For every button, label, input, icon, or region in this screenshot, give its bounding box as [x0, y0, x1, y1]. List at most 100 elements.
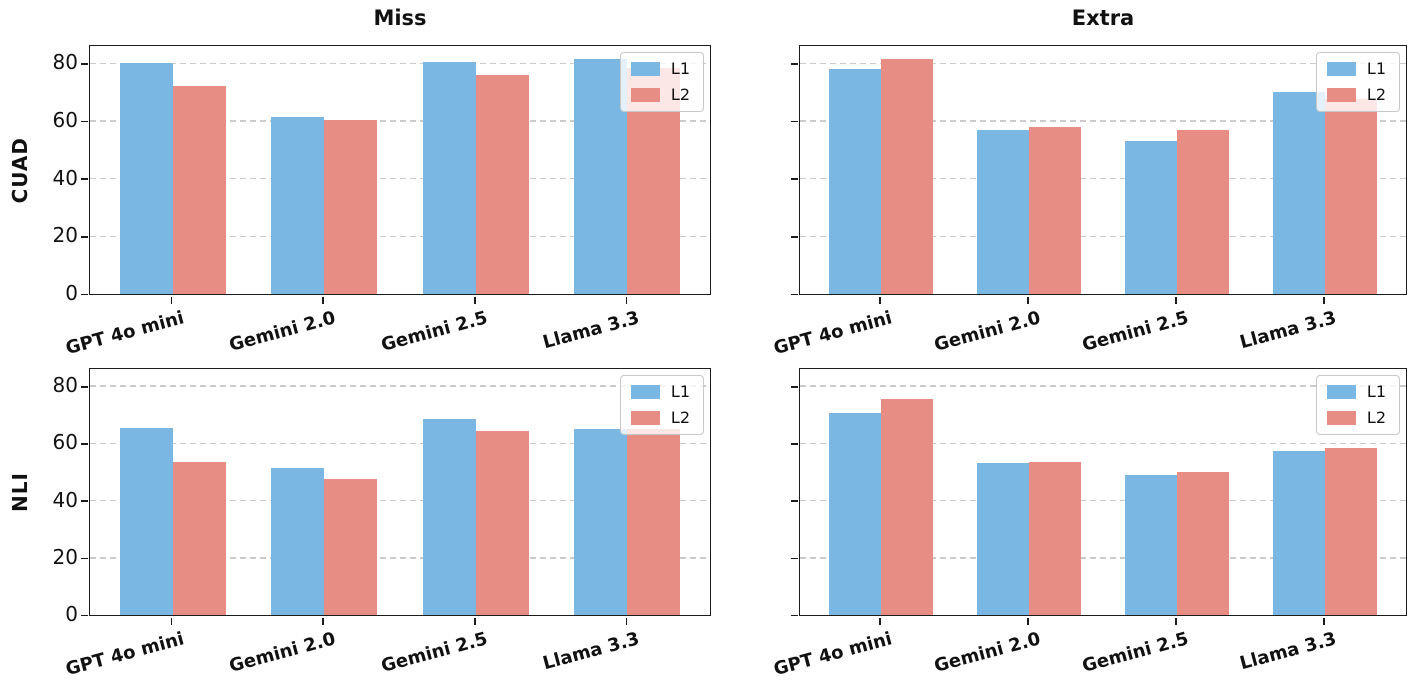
- bar-l2-llama-3-3: [1325, 99, 1378, 294]
- x-tick-label-gemini-2-5: Gemini 2.5: [1080, 307, 1191, 356]
- legend-swatch-l1: [1326, 385, 1356, 399]
- y-tick-mark: [790, 120, 798, 123]
- y-tick-mark: [80, 385, 88, 388]
- legend-swatch-l2: [1326, 411, 1356, 425]
- x-tick-mark: [170, 617, 173, 625]
- y-tick-mark: [80, 500, 88, 502]
- x-tick-mark: [625, 617, 628, 625]
- x-tick-mark: [473, 617, 476, 625]
- legend-label-l2: L2: [670, 85, 690, 104]
- bar-l2-gemini-2-5: [475, 430, 529, 615]
- chart-cuad-miss: L1 L2 CUAD 0 20 40 60 80 GPT 4o mini Gemini 2.0…: [8, 45, 711, 359]
- x-tick-mark: [625, 296, 628, 304]
- legend-label-l1: L1: [670, 59, 690, 78]
- x-tick-mark: [322, 296, 324, 304]
- y-tick-mark: [80, 178, 88, 181]
- legend-label-l2: L2: [1366, 408, 1386, 427]
- legend-item-l1: L1: [630, 59, 690, 78]
- plot-area: L1 L2: [89, 45, 711, 295]
- legend-swatch-l1: [1326, 62, 1356, 76]
- legend: L1 L2: [619, 52, 704, 112]
- gridline-y-60: [800, 442, 1406, 445]
- bar-l1-gemini-2-5: [1125, 141, 1178, 294]
- y-tick-label-60: 60: [52, 430, 78, 455]
- bar-l1-gpt-4o-mini: [119, 427, 173, 615]
- y-tick-mark: [80, 557, 88, 560]
- legend-swatch-l2: [1326, 88, 1356, 102]
- legend-item-l1: L1: [630, 384, 690, 400]
- legend-label-l2: L2: [670, 408, 690, 427]
- gridline-y-20: [90, 235, 710, 238]
- legend-item-l1: L1: [1326, 382, 1386, 401]
- bar-l1-gemini-2-5: [422, 419, 476, 615]
- legend-swatch-l1: [630, 385, 660, 399]
- y-tick-label-80: 80: [52, 373, 78, 398]
- bar-l2-llama-3-3: [1325, 447, 1378, 615]
- x-tick-mark: [1175, 296, 1177, 304]
- x-tick-mark: [878, 617, 881, 625]
- chart-nli-extra: L1 L2 GPT 4o mini Gemini 2.0 Gemini 2.5 Llam…: [772, 368, 1407, 680]
- legend-label-l1: L1: [1366, 382, 1386, 401]
- bar-l1-llama-3-3: [574, 429, 628, 615]
- y-tick-label-60: 60: [52, 107, 78, 132]
- bar-l1-gemini-2-0: [271, 467, 325, 615]
- x-tick-label-gpt-4o-mini: GPT 4o mini: [771, 628, 895, 681]
- bar-l2-gpt-4o-mini: [172, 86, 226, 294]
- y-tick-mark: [790, 385, 798, 388]
- plot-area: L1 L2: [799, 45, 1407, 295]
- x-tick-label-gpt-4o-mini: GPT 4o mini: [771, 307, 895, 360]
- y-tick-label-0: 0: [65, 281, 78, 305]
- x-tick-label-llama-3-3: Llama 3.3: [540, 307, 642, 354]
- bar-l2-gemini-2-5: [1177, 129, 1229, 294]
- x-tick-label-llama-3-3: Llama 3.3: [1238, 307, 1339, 354]
- bar-l1-gemini-2-0: [977, 129, 1029, 294]
- bar-l1-gpt-4o-mini: [828, 413, 881, 615]
- gridline-y-40: [800, 177, 1406, 180]
- gridline-y-80: [90, 62, 710, 65]
- bar-l1-gemini-2-5: [1125, 474, 1178, 615]
- legend-item-l1: L1: [1326, 61, 1386, 77]
- y-tick-mark: [790, 63, 798, 65]
- gridline-y-80: [800, 62, 1406, 65]
- y-tick-mark: [790, 236, 798, 238]
- y-tick-mark: [790, 293, 798, 296]
- legend-item-l2: L2: [630, 85, 690, 104]
- x-tick-label-gpt-4o-mini: GPT 4o mini: [63, 307, 187, 360]
- y-tick-label-40: 40: [52, 487, 78, 512]
- y-tick-mark: [790, 557, 798, 560]
- bar-l1-llama-3-3: [574, 58, 628, 294]
- legend: L1 L2: [1315, 52, 1400, 112]
- bar-l2-gemini-2-0: [1028, 461, 1081, 615]
- bar-l1-gemini-2-0: [271, 116, 325, 294]
- plot-area: L1 L2: [89, 368, 711, 616]
- x-tick-label-gemini-2-5: Gemini 2.5: [378, 307, 490, 356]
- column-title-miss: Miss: [373, 6, 427, 30]
- legend-label-l2: L2: [1366, 85, 1386, 104]
- bar-l1-llama-3-3: [1273, 92, 1326, 294]
- y-tick-mark: [80, 63, 88, 65]
- y-tick-label-20: 20: [52, 544, 78, 569]
- bar-l2-gemini-2-0: [324, 479, 378, 615]
- y-tick-mark: [80, 293, 88, 296]
- x-tick-mark: [322, 617, 324, 625]
- bar-l2-gpt-4o-mini: [880, 58, 933, 294]
- gridline-y-20: [800, 235, 1406, 238]
- x-tick-label-gemini-2-0: Gemini 2.0: [227, 628, 338, 677]
- row-label-text: CUAD: [8, 136, 32, 204]
- gridline-y-40: [90, 177, 710, 180]
- bar-l2-gpt-4o-mini: [880, 399, 933, 615]
- y-tick-label-20: 20: [52, 223, 78, 248]
- chart-nli-miss: L1 L2 NLI 0 20 40 60 80 GPT 4o mini Gemini 2.0 G…: [8, 368, 711, 680]
- legend: L1 L2: [619, 375, 704, 435]
- row-label-text: NLI: [8, 472, 32, 512]
- column-title-extra: Extra: [1071, 6, 1135, 30]
- bar-l2-gemini-2-0: [1028, 126, 1081, 294]
- plot-area: L1 L2: [799, 368, 1407, 616]
- bar-l2-gpt-4o-mini: [172, 461, 226, 615]
- x-tick-mark: [170, 296, 173, 304]
- gridline-y-80: [800, 385, 1406, 387]
- legend-item-l2: L2: [630, 408, 690, 427]
- bar-l2-gemini-2-0: [324, 119, 378, 294]
- legend-swatch-l2: [630, 88, 660, 102]
- gridline-y-40: [800, 499, 1406, 502]
